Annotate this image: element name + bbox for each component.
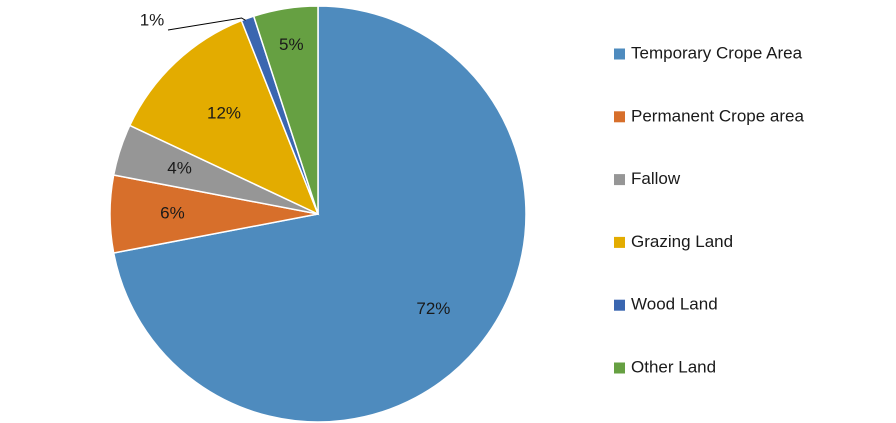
- legend-item-other-land: Other Land: [614, 357, 716, 376]
- pie-data-labels: 72% 6% 4% 12% 1% 5%: [140, 10, 451, 317]
- data-label-permanent-crope-area: 6%: [160, 203, 185, 222]
- legend-swatch-temporary-crope-area: [614, 48, 625, 60]
- legend-swatch-fallow: [614, 174, 625, 186]
- legend-swatch-grazing-land: [614, 236, 625, 248]
- legend-label-wood-land: Wood Land: [631, 295, 718, 314]
- pie-slices: [109, 5, 527, 423]
- legend-item-temporary-crope-area: Temporary Crope Area: [614, 43, 803, 62]
- pie-slice-other-land: [252, 5, 319, 215]
- legend-label-fallow: Fallow: [631, 169, 681, 188]
- leader-line-wood-land: [167, 17, 246, 31]
- data-label-wood-land: 1%: [140, 10, 165, 29]
- legend-item-wood-land: Wood Land: [614, 295, 718, 314]
- pie-slice-temporary-crope-area: [112, 5, 527, 423]
- data-label-grazing-land: 12%: [207, 103, 241, 122]
- data-label-other-land: 5%: [279, 35, 304, 54]
- legend-swatch-wood-land: [614, 299, 625, 311]
- legend-label-grazing-land: Grazing Land: [631, 232, 733, 251]
- legend: Temporary Crope Area Permanent Crope area…: [614, 43, 804, 376]
- legend-label-permanent-crope-area: Permanent Crope area: [631, 106, 804, 125]
- legend-item-permanent-crope-area: Permanent Crope area: [614, 106, 804, 125]
- pie-slice-grazing-land: [128, 19, 320, 216]
- data-label-temporary-crope-area: 72%: [416, 299, 450, 318]
- data-label-fallow: 4%: [167, 158, 192, 177]
- legend-label-temporary-crope-area: Temporary Crope Area: [631, 43, 803, 62]
- legend-swatch-permanent-crope-area: [614, 111, 625, 123]
- legend-label-other-land: Other Land: [631, 357, 716, 376]
- legend-item-fallow: Fallow: [614, 169, 681, 188]
- legend-swatch-other-land: [614, 362, 625, 374]
- legend-item-grazing-land: Grazing Land: [614, 232, 733, 251]
